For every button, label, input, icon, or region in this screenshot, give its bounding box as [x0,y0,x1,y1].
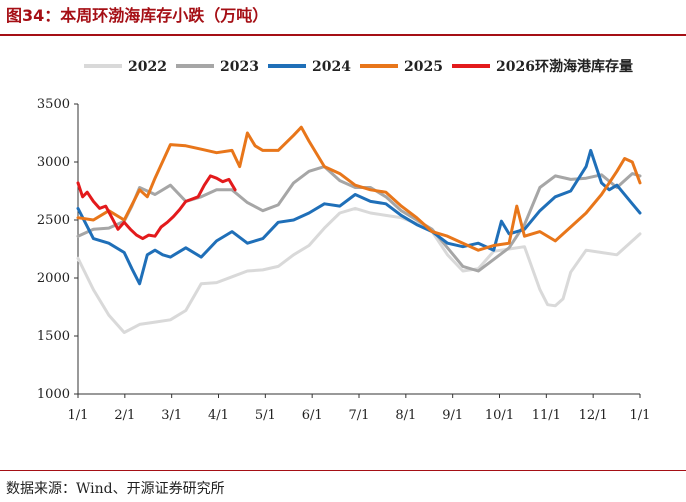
legend: 2022 2023 2024 2025 2026环渤海港库存量 [84,58,633,75]
legend-label: 2024 [312,59,351,75]
axes: 1000 1500 2000 2500 3000 3500 1/1 2/1 3/1 4/1 5/1 6… [37,97,651,423]
legend-label: 2023 [220,59,259,75]
x-tick-label: 4/1 [208,408,229,423]
series-line-2 [76,148,642,286]
x-tick-label: 6/1 [302,408,323,423]
y-tick-label: 3500 [37,97,70,112]
x-tick-label: 8/1 [395,408,416,423]
title-divider [0,34,686,36]
series-line-0 [76,206,642,334]
x-tick-label: 5/1 [255,408,276,423]
y-tick-label: 2500 [37,213,70,228]
x-tick-label: 10/1 [485,408,514,423]
y-tick-label: 1000 [37,387,70,402]
footer-divider [0,470,686,471]
x-tick-label: 3/1 [161,408,182,423]
y-tick-label: 1500 [37,329,70,344]
x-tick-label: 2/1 [114,408,135,423]
source-note: 数据来源：Wind、开源证券研究所 [6,481,225,497]
series-line-3 [76,125,642,252]
x-tick-label: 12/1 [579,408,608,423]
legend-label: 2025 [404,59,443,75]
series-line-1 [76,165,642,273]
y-tick-label: 3000 [37,155,70,170]
x-tick-label: 11/1 [532,408,561,423]
series-lines [76,125,642,334]
series-line-4 [76,174,237,241]
legend-label: 2022 [128,59,167,75]
legend-label: 2026环渤海港库存量 [496,58,633,75]
figure-title: 图34：本周环渤海库存小跌（万吨） [6,6,269,25]
x-tick-label: 1/1 [68,408,89,423]
y-tick-label: 2000 [37,271,70,286]
x-tick-label: 1/1 [630,408,651,423]
x-tick-label: 7/1 [349,408,370,423]
x-tick-label: 9/1 [442,408,463,423]
